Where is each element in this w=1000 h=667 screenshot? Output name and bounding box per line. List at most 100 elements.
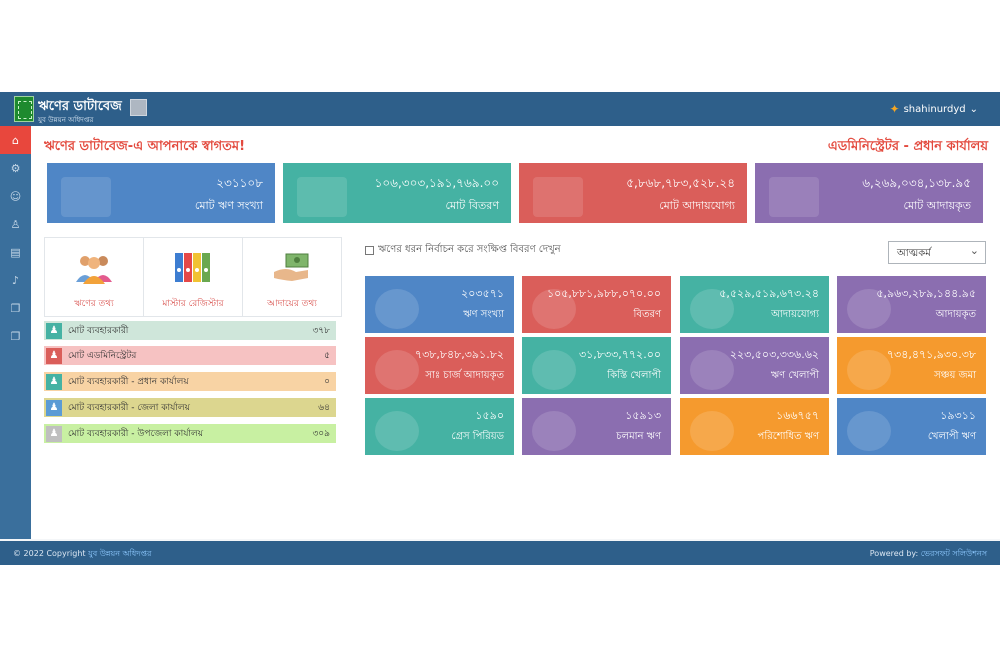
stat-value: ৬,২৬৯,০৩৪,১৩৮.৯৫ xyxy=(862,176,971,190)
bell-icon: ♪ xyxy=(11,273,20,287)
welcome-message: ঋণের ডাটাবেজ-এ আপনাকে স্বাগতম! xyxy=(44,139,246,154)
stat-total-collected[interactable]: ৬,২৬৯,০৩৪,১৩৮.৯৫ মোট আদায়কৃত xyxy=(755,163,983,223)
people-icon xyxy=(61,177,111,217)
sidebar: ⌂ ⚙ ☺ ♙ ▤ ♪ ❐ ❐ xyxy=(0,126,31,539)
sidebar-item-settings[interactable]: ⚙ xyxy=(0,154,31,182)
sidebar-item-user[interactable]: ♙ xyxy=(0,210,31,238)
footer: © 2022 Copyright যুব উন্নয়ন অধিদপ্তর Po… xyxy=(0,541,1000,565)
quick-link-loan-info[interactable]: ঋণের তথ্য xyxy=(45,238,144,316)
quick-link-label: আদায়ের তথ্য xyxy=(267,299,317,309)
tile-defaulted-loans[interactable]: ১৯৩১১ খেলাপী ঋণ xyxy=(837,398,986,455)
tile-loan-count[interactable]: ২০৩৫৭১ ঋণ সংখ্যা xyxy=(365,276,514,333)
sidebar-item-copy-1[interactable]: ❐ xyxy=(0,294,31,322)
money-hand-icon xyxy=(274,253,309,281)
calculator-icon xyxy=(375,350,419,390)
people-icon xyxy=(375,289,419,329)
sidebar-item-home[interactable]: ⌂ xyxy=(0,126,31,154)
user-role: এডমিনিস্ট্রেটর - প্রধান কার্যালয় xyxy=(827,139,988,154)
username: shahinurdyd xyxy=(903,103,966,115)
anchor-icon xyxy=(532,350,576,390)
tile-label: ঋণ সংখ্যা xyxy=(463,309,504,320)
quick-link-collection-info[interactable]: আদায়ের তথ্য xyxy=(243,238,341,316)
user-menu[interactable]: ✦ shahinurdyd ⌄ xyxy=(890,102,978,116)
tile-label: আদায়কৃত xyxy=(935,309,976,320)
calculator-icon xyxy=(533,177,583,217)
logo-icon[interactable] xyxy=(14,96,34,122)
tile-value: ২২৩,৫০৩,৩৩৬.৬২ xyxy=(729,348,819,361)
footer-copyright: © 2022 Copyright যুব উন্নয়ন অধিদপ্তর xyxy=(13,548,151,561)
tile-disbursed[interactable]: ১০৫,৮৮১,৯৮৮,০৭০.০০ বিতরণ xyxy=(522,276,671,333)
stat-total-receivable[interactable]: ৫,৮৬৮,৭৮৩,৫২৮.২৪ মোট আদায়যোগ্য xyxy=(519,163,747,223)
tile-label: সঞ্চয় জমা xyxy=(934,370,976,381)
app-window: ঋণের ডাটাবেজ যুব উন্নয়ন অধিদপ্তর ✦ shah… xyxy=(0,92,1000,565)
tile-value: ৫,৫২৯,৫১৯,৬৭৩.২৪ xyxy=(719,287,819,300)
user-icon: ♟ xyxy=(46,373,62,390)
stat-label: মোট আদায়যোগ্য xyxy=(659,199,735,212)
sidebar-item-notifications[interactable]: ♪ xyxy=(0,266,31,294)
tile-label: খেলাপী ঋণ xyxy=(927,431,976,442)
people-icon xyxy=(532,411,576,451)
user-avatar-icon: ✦ xyxy=(889,102,900,116)
settings-icon: ⚙ xyxy=(10,161,21,175)
user-icon: ♟ xyxy=(46,322,62,339)
count-row-admins: ♟ মোট এডমিনিস্ট্রেটর ৫ xyxy=(44,346,336,365)
loan-type-select[interactable]: আত্মকর্ম xyxy=(888,241,986,264)
stat-total-disbursed[interactable]: ১০৬,৩০৩,১৯১,৭৬৯.০০ মোট বিতরণ xyxy=(283,163,511,223)
sidebar-item-book[interactable]: ▤ xyxy=(0,238,31,266)
tile-receivable[interactable]: ৫,৫২৯,৫১৯,৬৭৩.২৪ আদায়যোগ্য xyxy=(680,276,829,333)
chevron-down-icon: ⌄ xyxy=(969,103,978,115)
tile-value: ৩১,৮৩৩,৭৭২.০০ xyxy=(579,348,661,361)
count-row-total-users: ♟ মোট ব্যবহারকারী ৩৭৮ xyxy=(44,321,336,340)
tile-grace-period[interactable]: ১৫৯০ গ্রেস পিরিয়ড xyxy=(365,398,514,455)
chart-icon xyxy=(690,350,734,390)
user-icon: ♙ xyxy=(10,217,21,231)
copy-icon: ❐ xyxy=(10,329,21,343)
tile-service-charge-collected[interactable]: ৭৩৮,৮৪৮,৩৯১.৮২ সাঃ চার্জ আদায়কৃত xyxy=(365,337,514,394)
table-icon xyxy=(365,246,374,255)
home-icon: ⌂ xyxy=(12,133,19,147)
quick-link-label: ঋণের তথ্য xyxy=(74,299,114,309)
calculator-icon xyxy=(297,177,347,217)
tile-value: ২০৩৫৭১ xyxy=(461,287,504,300)
count-label: মোট ব্যবহারকারী xyxy=(68,326,129,336)
top-navbar: ঋণের ডাটাবেজ যুব উন্নয়ন অধিদপ্তর ✦ shah… xyxy=(0,92,1000,126)
tile-repaid-loans[interactable]: ১৬৬৭৫৭ পরিশোধিত ঋণ xyxy=(680,398,829,455)
tile-collected[interactable]: ৫,৯৬৩,২৮৯,১৪৪.৯৫ আদায়কৃত xyxy=(837,276,986,333)
bank-icon xyxy=(847,350,891,390)
count-value: ০ xyxy=(324,377,330,387)
tile-label: বিতরণ xyxy=(633,309,661,320)
tile-value: ১৯৩১১ xyxy=(940,409,976,422)
tile-value: ৫,৯৬৩,২৮৯,১৪৪.৯৫ xyxy=(876,287,976,300)
stat-value: ৫,৮৬৮,৭৮৩,৫২৮.২৪ xyxy=(626,176,735,190)
tile-label: ঋণ খেলাপী xyxy=(770,370,819,381)
tile-value: ৭৩৪,৪৭১,৯৩০.৩৮ xyxy=(886,348,976,361)
users-icon: ☺ xyxy=(9,189,22,203)
sidebar-item-users[interactable]: ☺ xyxy=(0,182,31,210)
tile-savings-deposit[interactable]: ৭৩৪,৪৭১,৯৩০.৩৮ সঞ্চয় জমা xyxy=(837,337,986,394)
calculator-icon xyxy=(532,289,576,329)
quick-link-master-register[interactable]: মাস্টার রেজিস্টার xyxy=(144,238,243,316)
sidebar-item-copy-2[interactable]: ❐ xyxy=(0,322,31,350)
footer-org-link[interactable]: যুব উন্নয়ন অধিদপ্তর xyxy=(88,549,152,558)
main-content: ঋণের ডাটাবেজ-এ আপনাকে স্বাগতম! এডমিনিস্ট… xyxy=(31,126,1000,539)
count-row-district-users: ♟ মোট ব্যবহারকারী - জেলা কার্যালয় ৬৪ xyxy=(44,398,336,417)
tile-value: ১৬৬৭৫৭ xyxy=(776,409,819,422)
tile-installment-default[interactable]: ৩১,৮৩৩,৭৭২.০০ কিস্তি খেলাপী xyxy=(522,337,671,394)
user-icon: ♟ xyxy=(46,399,62,416)
count-label: মোট ব্যবহারকারী - প্রধান কার্যালয় xyxy=(68,377,189,387)
tile-running-loans[interactable]: ১৫৯১৩ চলমান ঋণ xyxy=(522,398,671,455)
people-icon xyxy=(847,411,891,451)
tile-label: পরিশোধিত ঋণ xyxy=(757,431,819,442)
app-title[interactable]: ঋণের ডাটাবেজ xyxy=(38,99,122,114)
menu-toggle-button[interactable] xyxy=(130,99,147,116)
select-value: আত্মকর্ম xyxy=(897,248,931,259)
tile-loan-default[interactable]: ২২৩,৫০৩,৩৩৬.৬২ ঋণ খেলাপী xyxy=(680,337,829,394)
stat-total-loans[interactable]: ২৩১১০৮ মোট ঋণ সংখ্যা xyxy=(47,163,275,223)
tile-label: কিস্তি খেলাপী xyxy=(607,370,661,381)
tile-label: চলমান ঋণ xyxy=(616,431,661,442)
check-icon xyxy=(690,411,734,451)
app-subtitle: যুব উন্নয়ন অধিদপ্তর xyxy=(38,116,94,124)
stat-value: ১০৬,৩০৩,১৯১,৭৬৯.০০ xyxy=(374,176,499,190)
footer-vendor-link[interactable]: ভেরসফট সলিউশনস xyxy=(920,549,987,558)
trophy-icon xyxy=(769,177,819,217)
